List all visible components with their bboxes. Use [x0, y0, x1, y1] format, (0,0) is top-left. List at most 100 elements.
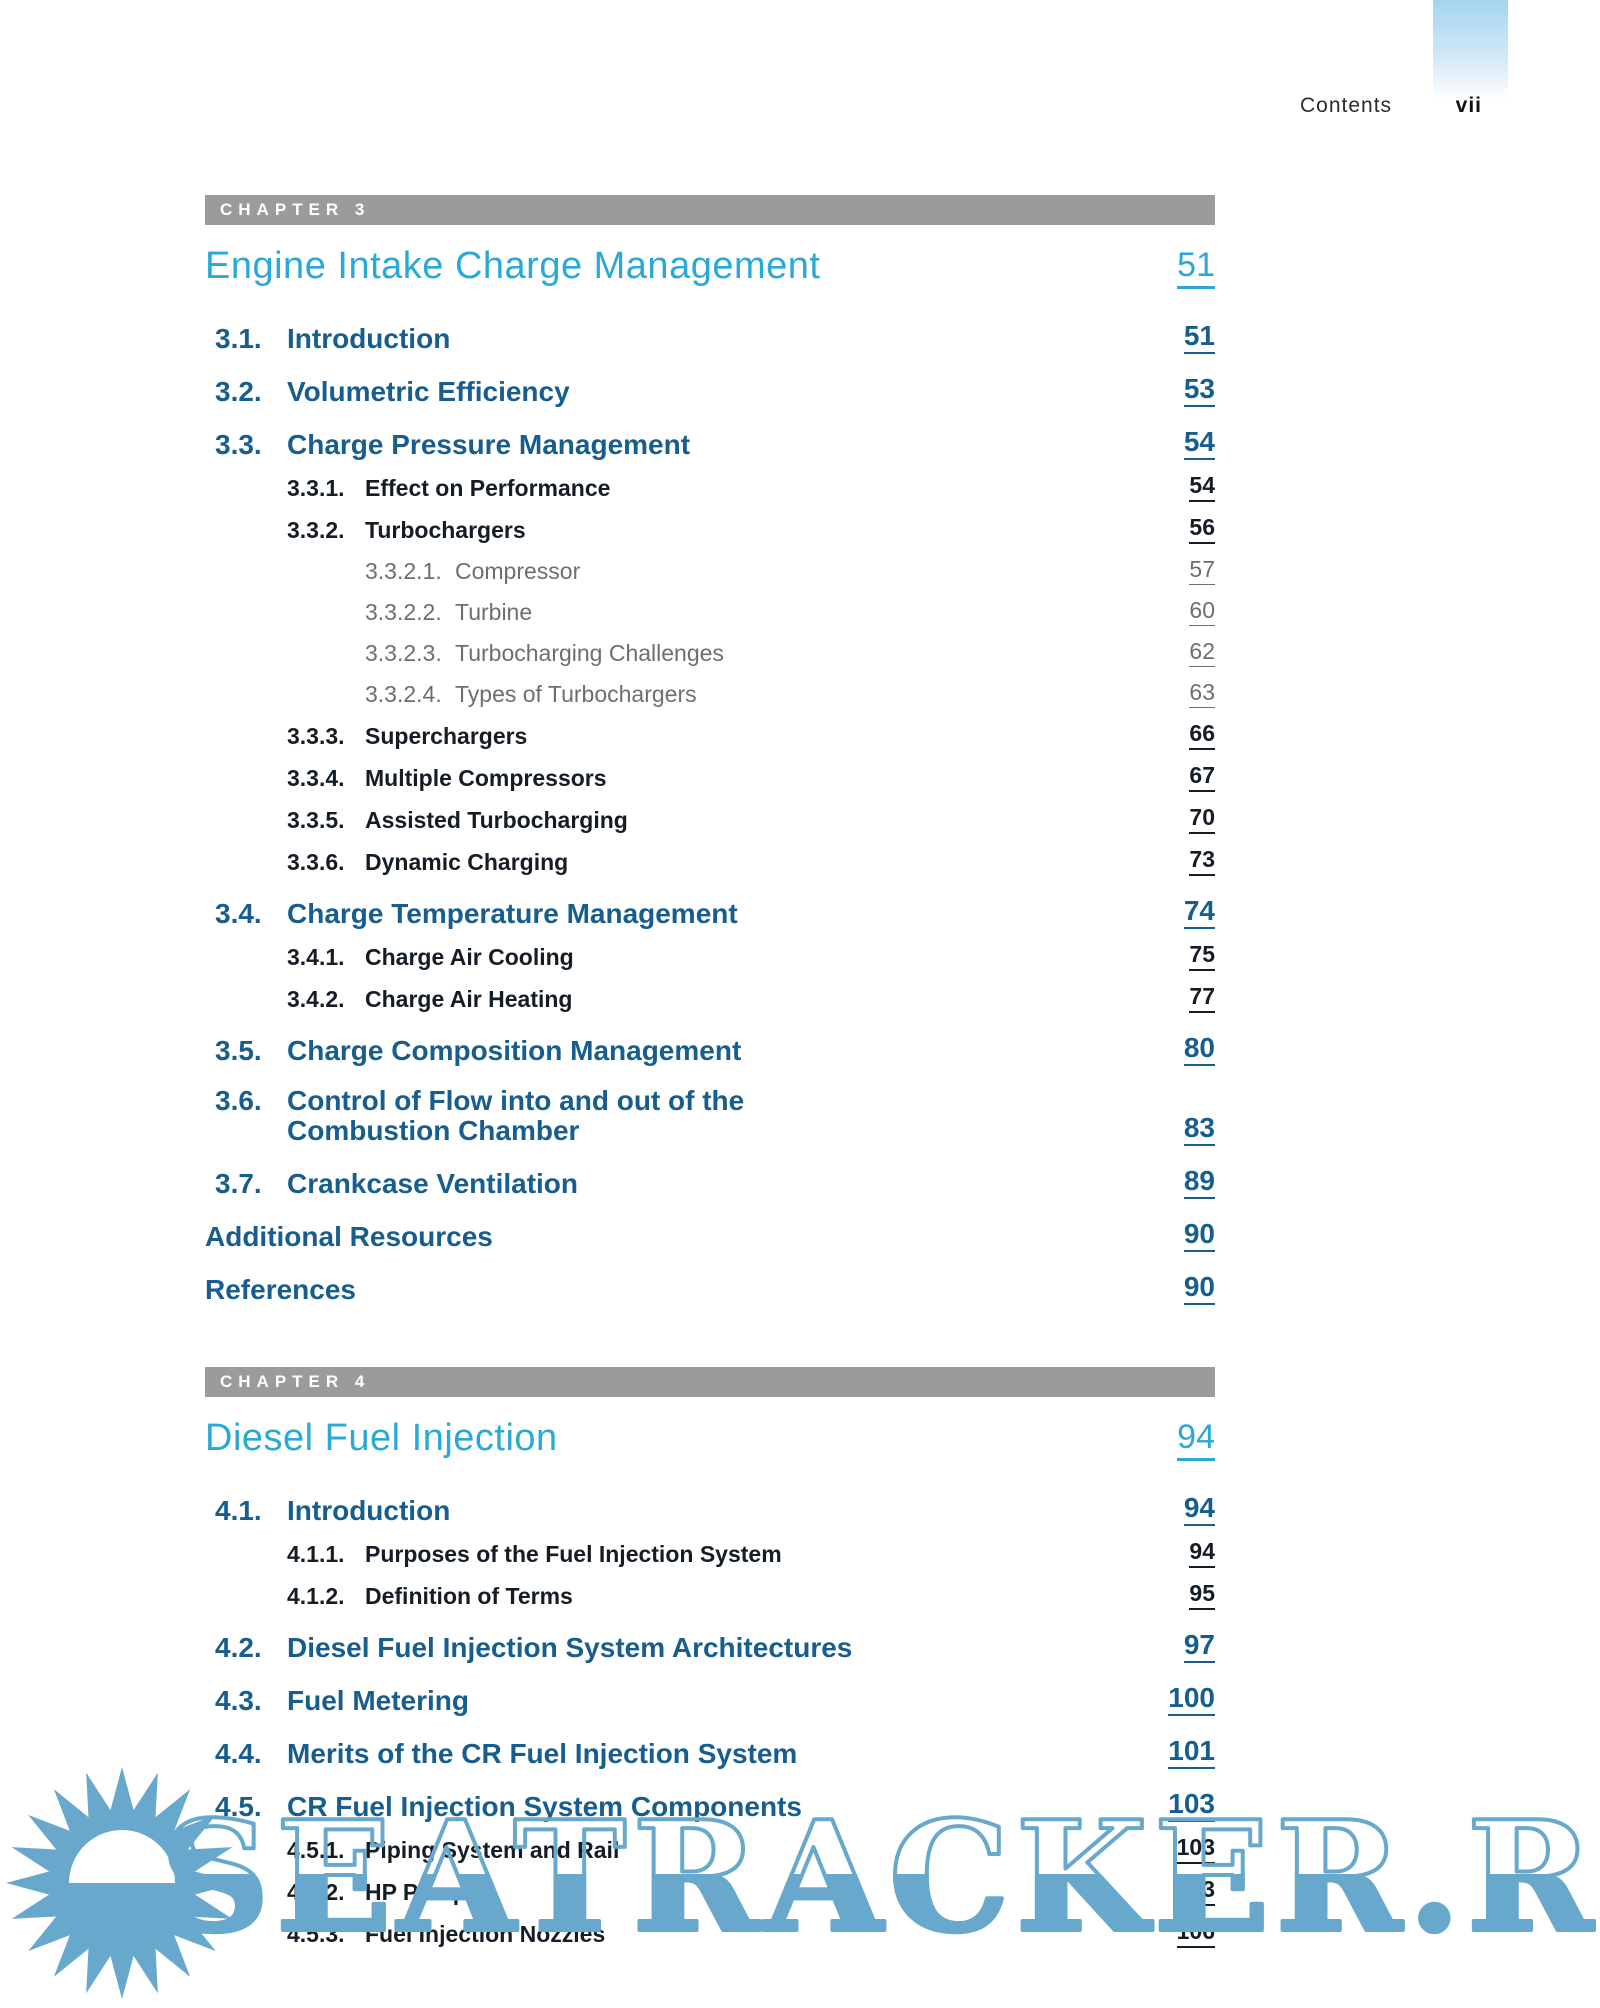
page-corner-tab	[1433, 0, 1508, 100]
toc-row-page-link[interactable]: 90	[1183, 1219, 1215, 1252]
toc-row-page-link[interactable]: 77	[1189, 982, 1215, 1013]
chapter-4-block: CHAPTER 4 Diesel Fuel Injection 94 4.1. I…	[205, 1367, 1215, 1948]
toc-row: 3.3.2. Turbochargers 56	[205, 513, 1215, 544]
toc-row-page-link[interactable]: 103	[1168, 1789, 1215, 1822]
toc-row-number: 3.3.2.3.	[365, 640, 442, 666]
toc-row-number: 3.4.1.	[287, 944, 345, 970]
toc-row-number: 4.5.1.	[287, 1837, 345, 1863]
toc-row: References 90	[205, 1272, 1215, 1305]
toc-row-page-link[interactable]: 89	[1183, 1166, 1215, 1199]
toc-row-page-link[interactable]: 103	[1176, 1875, 1215, 1906]
toc-row: 3.4.1. Charge Air Cooling 75	[205, 940, 1215, 971]
toc-row-label: Turbochargers	[365, 517, 526, 543]
toc-row-page-link[interactable]: 100	[1168, 1683, 1215, 1716]
toc-row-page-link[interactable]: 103	[1176, 1833, 1215, 1864]
toc-row: 4.5.1. Piping System and Rail 103	[205, 1833, 1215, 1864]
toc-row-page-link[interactable]: 73	[1189, 845, 1215, 876]
chapter-bar-label: CHAPTER 3	[220, 200, 371, 219]
toc-row-number: 3.3.6.	[287, 849, 345, 875]
chapter-page-link[interactable]: 94	[1177, 1417, 1215, 1461]
toc-row-page-link[interactable]: 57	[1189, 555, 1215, 585]
toc-row: 4.4. Merits of the CR Fuel Injection Syst…	[205, 1736, 1215, 1769]
toc-row-number: 3.3.5.	[287, 807, 345, 833]
toc-row-page-link[interactable]: 80	[1183, 1033, 1215, 1066]
toc-row-page-link[interactable]: 94	[1189, 1537, 1215, 1568]
toc-row-number: 3.3.2.2.	[365, 599, 442, 625]
toc-row: 4.1. Introduction 94	[205, 1493, 1215, 1526]
toc-row-page-link[interactable]: 66	[1189, 719, 1215, 750]
toc-row: 4.5.3. Fuel Injection Nozzles 106	[205, 1917, 1215, 1948]
chapter-bar: CHAPTER 3	[205, 195, 1215, 225]
toc-row: 4.3. Fuel Metering 100	[205, 1683, 1215, 1716]
toc-row-label: Compressor	[455, 558, 581, 584]
watermark-text-outline: SEATRACKER.RU	[160, 1787, 1600, 1966]
chapter-title-row: Diesel Fuel Injection 94	[205, 1415, 1215, 1461]
toc-row-page-link[interactable]: 70	[1189, 803, 1215, 834]
toc-row: 3.3.1. Effect on Performance 54	[205, 471, 1215, 502]
toc-row-number: 4.1.1.	[287, 1541, 345, 1567]
toc-row-number: 3.4.2.	[287, 986, 345, 1012]
chapter-bar: CHAPTER 4	[205, 1367, 1215, 1397]
toc-row-label: Purposes of the Fuel Injection System	[365, 1541, 782, 1567]
toc-row: 3.3.2.3. Turbocharging Challenges 62	[205, 637, 1215, 667]
toc-row-page-link[interactable]: 54	[1183, 427, 1215, 460]
toc-row-label: Effect on Performance	[365, 475, 611, 501]
toc-row-page-link[interactable]: 63	[1189, 678, 1215, 708]
toc-row-label: Charge Air Heating	[365, 986, 573, 1012]
chapter-rows: 4.1. Introduction 94 4.1.1. Purposes of the …	[205, 1493, 1215, 1948]
toc-row-label: Assisted Turbocharging	[365, 807, 628, 833]
toc-row: 3.3.2.4. Types of Turbochargers 63	[205, 678, 1215, 708]
toc-row-label: Additional Resources	[205, 1221, 493, 1252]
table-of-contents: CHAPTER 3 Engine Intake Charge Managemen…	[205, 195, 1215, 1948]
toc-row-number: 3.3.3.	[287, 723, 345, 749]
toc-row-page-link[interactable]: 51	[1183, 321, 1215, 354]
toc-row-page-link[interactable]: 97	[1183, 1630, 1215, 1663]
toc-row-page-link[interactable]: 83	[1183, 1113, 1215, 1146]
toc-row: 3.1. Introduction 51	[205, 321, 1215, 354]
toc-row: 3.3.3. Superchargers 66	[205, 719, 1215, 750]
toc-row-page-link[interactable]: 90	[1183, 1272, 1215, 1305]
toc-row: 4.2. Diesel Fuel Injection System Archite…	[205, 1630, 1215, 1663]
toc-row-label: Multiple Compressors	[365, 765, 607, 791]
toc-row-number: 3.3.	[215, 429, 262, 460]
chapter-page-link[interactable]: 51	[1177, 245, 1215, 289]
chapter-3-block: CHAPTER 3 Engine Intake Charge Managemen…	[205, 195, 1215, 1305]
chapter-rows: 3.1. Introduction 51 3.2. Volumetric Efficie…	[205, 321, 1215, 1305]
toc-row-page-link[interactable]: 101	[1168, 1736, 1215, 1769]
toc-row-page-link[interactable]: 56	[1189, 513, 1215, 544]
toc-row-number: 3.1.	[215, 323, 262, 354]
toc-row-label: Fuel Injection Nozzles	[365, 1921, 606, 1947]
toc-row-number: 4.5.	[215, 1791, 262, 1822]
toc-row: 3.3.4. Multiple Compressors 67	[205, 761, 1215, 792]
toc-row-label: Charge Air Cooling	[365, 944, 574, 970]
toc-row-number: 3.3.1.	[287, 475, 345, 501]
toc-row-number: 3.5.	[215, 1035, 262, 1066]
toc-row-number: 4.2.	[215, 1632, 262, 1663]
toc-row-page-link[interactable]: 106	[1176, 1917, 1215, 1948]
toc-row-page-link[interactable]: 60	[1189, 596, 1215, 626]
chapter-bar-label: CHAPTER 4	[220, 1372, 371, 1391]
toc-row-number: 3.4.	[215, 898, 262, 929]
toc-row-number: 3.3.2.4.	[365, 681, 442, 707]
toc-row-page-link[interactable]: 94	[1183, 1493, 1215, 1526]
toc-row-number: 3.3.4.	[287, 765, 345, 791]
toc-row-page-link[interactable]: 74	[1183, 896, 1215, 929]
toc-row-number: 4.4.	[215, 1738, 262, 1769]
toc-row-page-link[interactable]: 67	[1189, 761, 1215, 792]
toc-row-number: 4.3.	[215, 1685, 262, 1716]
watermark: SEATRACKER.RU SEATRACKER.RU	[158, 1785, 1600, 1968]
toc-row-page-link[interactable]: 62	[1189, 637, 1215, 667]
toc-row-page-link[interactable]: 95	[1189, 1579, 1215, 1610]
chapter-title: Diesel Fuel Injection	[205, 1417, 558, 1459]
toc-row: 3.5. Charge Composition Management 80	[205, 1033, 1215, 1066]
toc-row-page-link[interactable]: 54	[1189, 471, 1215, 502]
toc-row-page-link[interactable]: 75	[1189, 940, 1215, 971]
running-head-title: Contents	[1300, 94, 1393, 117]
toc-row-label-line: Control of Flow into and out of the	[287, 1085, 745, 1116]
toc-row-number: 3.3.2.	[287, 517, 345, 543]
running-head-page-number: vii	[1455, 94, 1482, 117]
toc-row-label: Charge Pressure Management	[287, 429, 691, 460]
toc-row: 3.3.6. Dynamic Charging 73	[205, 845, 1215, 876]
toc-row-page-link[interactable]: 53	[1183, 374, 1215, 407]
toc-row-label: Merits of the CR Fuel Injection System	[287, 1738, 798, 1769]
